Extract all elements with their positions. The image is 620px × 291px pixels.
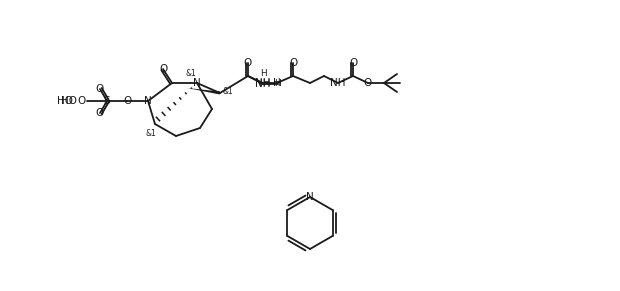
Text: &1: &1 [185, 70, 197, 79]
Text: N: N [144, 96, 152, 106]
Text: O: O [349, 58, 357, 68]
Text: H: H [275, 79, 281, 88]
Text: HO: HO [61, 96, 77, 106]
Text: H: H [260, 69, 267, 78]
Text: S: S [104, 96, 110, 106]
Text: HO: HO [57, 96, 73, 106]
Text: O: O [78, 96, 86, 106]
Text: &1: &1 [146, 129, 156, 138]
Text: O: O [159, 64, 167, 74]
Text: NH: NH [255, 78, 271, 88]
Text: O: O [96, 84, 104, 94]
Text: O: O [123, 96, 131, 106]
Text: O: O [289, 58, 297, 68]
Text: NH: NH [255, 79, 271, 89]
Text: O: O [244, 58, 252, 68]
Text: NH: NH [330, 78, 346, 88]
Text: N: N [306, 192, 314, 202]
Text: N: N [193, 78, 201, 88]
Text: H: H [273, 78, 281, 88]
Text: &1: &1 [223, 86, 233, 95]
Polygon shape [187, 88, 220, 95]
Text: O: O [364, 78, 372, 88]
Text: O: O [96, 108, 104, 118]
